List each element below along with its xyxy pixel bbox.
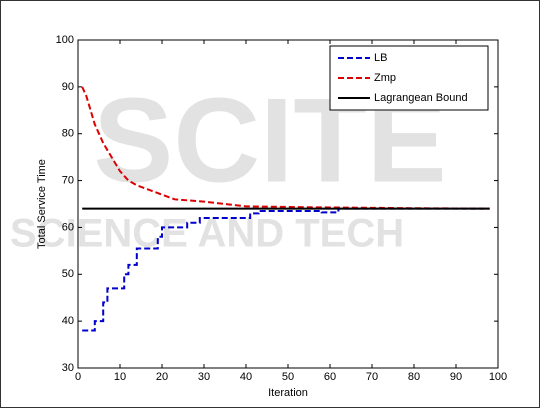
y-axis-label: Total Service Time	[36, 159, 48, 249]
y-tick-label: 30	[62, 362, 74, 374]
x-tick-label: 20	[156, 371, 168, 383]
y-tick-label: 80	[62, 128, 74, 140]
y-tick-label: 50	[62, 268, 74, 280]
legend-label: Lagrangean Bound	[374, 92, 468, 104]
line	[81, 86, 490, 210]
line	[82, 207, 490, 332]
legend-label: Zmp	[374, 72, 396, 84]
x-tick-label: 80	[408, 371, 420, 383]
x-tick-label: 30	[198, 371, 210, 383]
x-tick-label: 70	[366, 371, 378, 383]
x-tick-label: 50	[282, 371, 294, 383]
x-axis-label: Iteration	[268, 387, 308, 399]
x-tick-label: 10	[114, 371, 126, 383]
y-tick-label: 60	[62, 221, 74, 233]
y-tick-label: 40	[62, 315, 74, 327]
x-tick-label: 100	[489, 371, 507, 383]
x-tick-label: 90	[450, 371, 462, 383]
x-tick-label: 0	[75, 371, 81, 383]
y-tick-label: 100	[56, 34, 74, 46]
y-tick-label: 90	[62, 81, 74, 93]
x-tick-label: 40	[240, 371, 252, 383]
x-tick-label: 60	[324, 371, 336, 383]
y-tick-label: 70	[62, 174, 74, 186]
legend-label: LB	[374, 52, 387, 64]
